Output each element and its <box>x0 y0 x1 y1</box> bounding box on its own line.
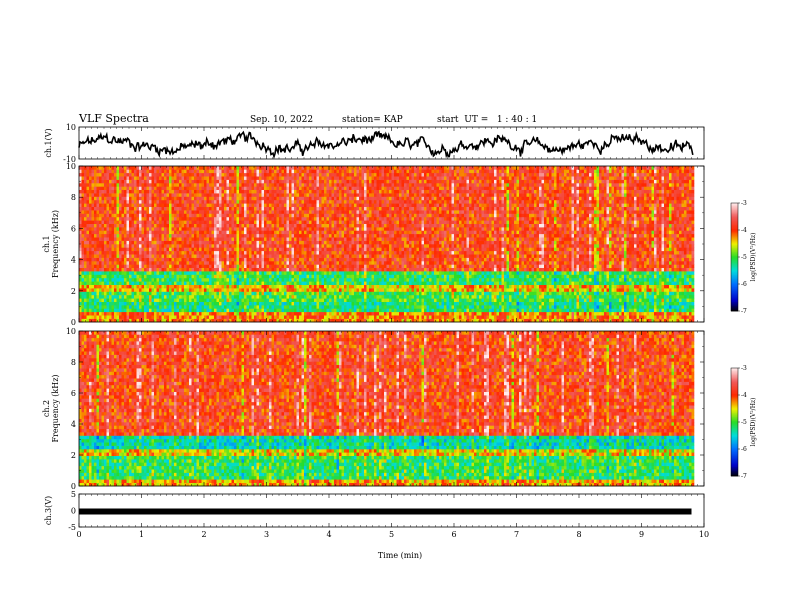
header-date: Sep. 10, 2022 <box>250 115 313 125</box>
ch1-spectrogram-panel: 0 2 4 6 8 10 ch.1Frequency (kHz) <box>42 162 704 327</box>
colorbar-tick-label: -4 <box>741 392 747 399</box>
y-tick-label: 10 <box>66 327 76 336</box>
x-tick-label: 5 <box>389 530 394 539</box>
ch1-colorbar: -3 -4 -5 -6 -7 log(PSD)(V²/Hz) <box>731 200 757 315</box>
y-tick-label: -5 <box>68 523 76 532</box>
header-station: station= KAP <box>342 115 403 125</box>
x-tick-label: 7 <box>514 530 519 539</box>
spectrogram-cells <box>79 331 694 486</box>
y-tick-label: 8 <box>71 358 76 367</box>
colorbar-tick-label: -3 <box>741 200 747 207</box>
colorbar-tick-label: -4 <box>741 227 747 234</box>
x-tick-label: 8 <box>576 530 581 539</box>
y-tick-label: 0 <box>71 318 76 327</box>
y-tick-label: 5 <box>71 490 76 499</box>
ch2-colorbar: -3 -4 -5 -6 -7 log(PSD)(V²/Hz) <box>731 365 757 480</box>
colorbar-tick-label: -5 <box>741 254 747 261</box>
y-tick-label: 6 <box>71 389 76 398</box>
spectrogram-cells <box>79 166 694 322</box>
y-tick-label: 2 <box>71 451 76 460</box>
x-tick-label: 4 <box>326 530 331 539</box>
ch3-waveform-line <box>79 509 692 515</box>
x-axis-label: Time (min) <box>378 551 422 560</box>
y-tick-label: 4 <box>71 256 76 265</box>
x-tick-label: 2 <box>201 530 206 539</box>
colorbar-label: log(PSD)(V²/Hz) <box>750 398 757 447</box>
y-tick-label: 2 <box>71 287 76 296</box>
x-tick-label: 0 <box>76 530 81 539</box>
y-axis-label: ch.1(V) <box>44 128 53 157</box>
figure-title: VLF Spectra <box>78 112 149 125</box>
x-tick-label: 3 <box>264 530 269 539</box>
ch1-waveform-line <box>79 132 693 157</box>
colorbar-tick-label: -6 <box>741 281 747 288</box>
colorbar-tick-label: -6 <box>741 446 747 453</box>
x-tick-label: 10 <box>699 530 709 539</box>
y-axis-label: ch.2Frequency (kHz) <box>42 374 60 442</box>
x-tick-label: 6 <box>451 530 456 539</box>
colorbar-tick-label: -5 <box>741 419 747 426</box>
y-tick-label: 8 <box>71 193 76 202</box>
colorbar-tick-label: -3 <box>741 365 747 372</box>
x-tick-label: 1 <box>139 530 144 539</box>
y-tick-label: 10 <box>66 162 76 171</box>
y-tick-label: 10 <box>66 123 76 132</box>
y-tick-label: 6 <box>71 224 76 233</box>
colorbar-tick-label: -7 <box>741 308 747 315</box>
y-axis-label: ch.3(V) <box>44 496 53 525</box>
colorbar-tick-label: -7 <box>741 473 747 480</box>
colorbar-label: log(PSD)(V²/Hz) <box>750 233 757 282</box>
x-tick-label: 9 <box>639 530 644 539</box>
y-tick-label: 0 <box>71 507 76 516</box>
y-tick-label: 4 <box>71 420 76 429</box>
header-start-time: start UT = 1 : 40 : 1 <box>437 115 537 125</box>
y-axis-label: ch.1Frequency (kHz) <box>42 210 60 278</box>
